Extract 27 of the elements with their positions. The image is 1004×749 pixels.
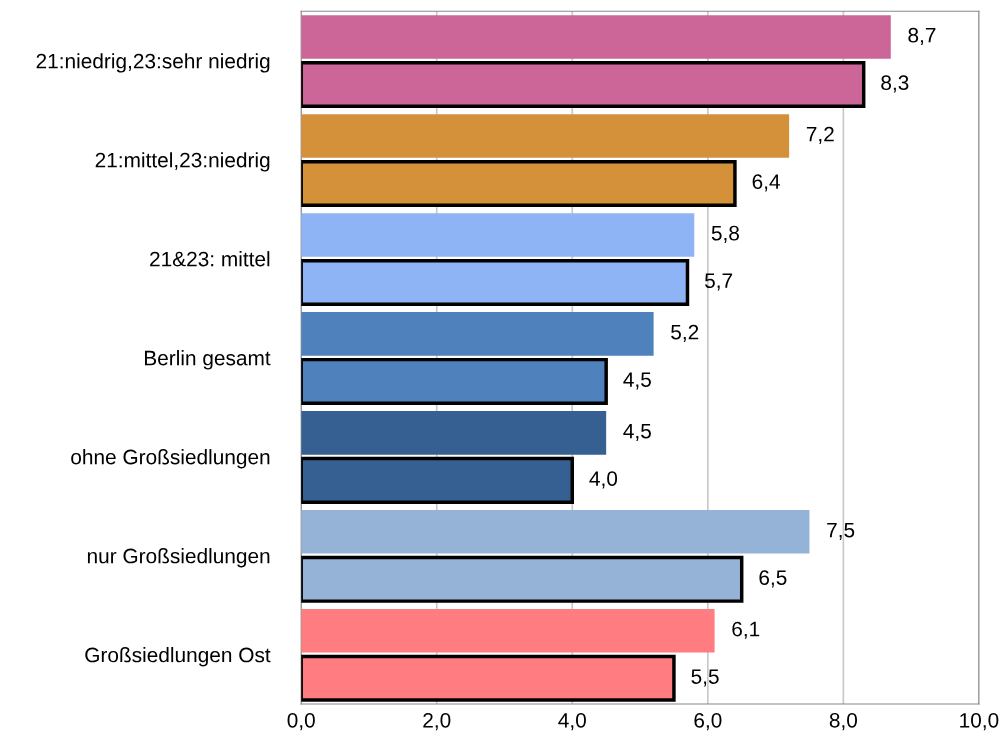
y-tick-label: Großsiedlungen Ost [85, 647, 271, 667]
y-tick-label: 21:niedrig,23:sehr niedrig [36, 53, 270, 73]
x-tick-label: 4,0 [558, 712, 586, 731]
x-tick-label: 10,0 [960, 712, 999, 731]
x-tick-label: 8,0 [829, 712, 858, 731]
data-label: 8,3 [881, 75, 909, 93]
data-label: 5,5 [691, 669, 719, 687]
data-label: 4,0 [589, 471, 618, 489]
data-label: 5,2 [671, 324, 699, 342]
data-label: 5,8 [711, 225, 739, 243]
data-label: 7,2 [806, 126, 834, 144]
data-label: 6,1 [732, 621, 760, 639]
y-tick-label: 21&23: mittel [150, 251, 270, 267]
y-tick-label: Berlin gesamt [144, 350, 271, 370]
x-tick-label: 2,0 [423, 712, 451, 731]
data-label: 4,5 [623, 423, 651, 441]
data-label: 6,4 [752, 174, 780, 192]
x-tick-label: 0,0 [287, 712, 315, 731]
x-tick-label: 6,0 [694, 712, 722, 731]
y-tick-label: 21:mittel,23:niedrig [95, 152, 270, 172]
y-tick-label: nur Großsiedlungen [87, 548, 270, 568]
y-tick-label: ohne Großsiedlungen [71, 449, 270, 469]
data-label: 6,5 [759, 570, 787, 588]
data-label: 7,5 [827, 522, 855, 540]
data-label: 4,5 [623, 372, 651, 390]
data-label: 5,7 [704, 273, 733, 291]
data-label: 8,7 [908, 27, 936, 46]
